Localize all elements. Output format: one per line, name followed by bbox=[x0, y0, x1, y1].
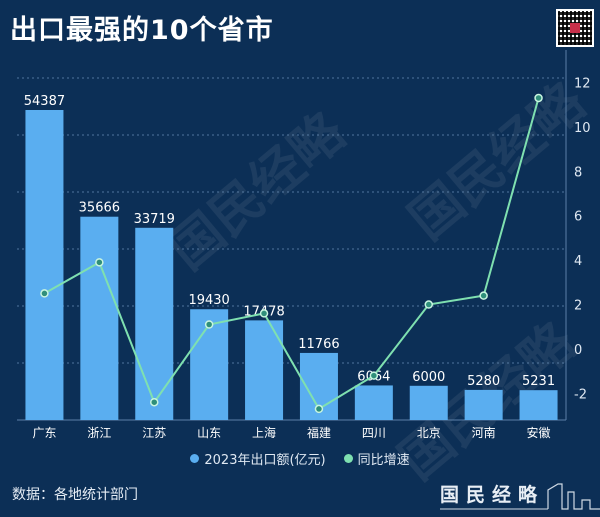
legend-line-swatch bbox=[343, 454, 353, 463]
bar-value-label: 54387 bbox=[24, 94, 65, 109]
growth-point bbox=[204, 320, 214, 329]
category-label: 安徽 bbox=[527, 425, 551, 440]
bar-value-label: 33719 bbox=[134, 212, 175, 227]
bar bbox=[25, 109, 64, 420]
legend-item-export[interactable]: 2023年出口额(亿元) bbox=[190, 449, 326, 468]
brand-logo: 国民经略 bbox=[440, 478, 600, 514]
right-axis-tick-label: 12 bbox=[574, 76, 591, 91]
growth-point bbox=[314, 404, 324, 414]
category-label: 广东 bbox=[32, 426, 56, 440]
legend: 2023年出口额(亿元) 同比增速 bbox=[0, 449, 600, 468]
building-icon bbox=[440, 483, 600, 510]
right-axis-tick-label: 0 bbox=[574, 343, 582, 358]
right-axis-tick-label: 6 bbox=[574, 210, 582, 225]
qr-code bbox=[556, 9, 594, 47]
bar-value-label: 5231 bbox=[522, 374, 555, 389]
chart: 12 10 8 6 4 2 0 -2 54387 广东 35666 浙江 33719 江苏 19430 山东 1… bbox=[17, 50, 591, 440]
growth-point bbox=[40, 289, 49, 298]
bar-value-label: 5280 bbox=[467, 374, 500, 389]
category-label: 北京 bbox=[417, 426, 441, 440]
data-source: 数据：各地统计部门 bbox=[12, 487, 138, 503]
bar bbox=[464, 389, 503, 420]
growth-point bbox=[369, 371, 379, 380]
bar bbox=[354, 385, 393, 420]
qr-logo-icon bbox=[570, 23, 580, 33]
growth-point bbox=[424, 300, 433, 309]
category-label: 四川 bbox=[362, 426, 386, 440]
right-axis-tick-label: 4 bbox=[574, 254, 582, 269]
bar bbox=[409, 385, 448, 420]
category-label: 江苏 bbox=[142, 426, 166, 440]
legend-label: 2023年出口额(亿元) bbox=[204, 453, 326, 468]
growth-point bbox=[534, 93, 543, 103]
category-label: 山东 bbox=[197, 426, 221, 440]
brand-logo-text: 国民经略 bbox=[440, 484, 545, 506]
growth-point bbox=[150, 397, 159, 407]
right-axis-tick-label: 8 bbox=[574, 165, 582, 180]
page-title: 出口最强的10个省市 bbox=[10, 15, 274, 46]
right-axis-tick-label: 2 bbox=[574, 299, 582, 314]
bar-value-label: 35666 bbox=[79, 201, 120, 216]
legend-bar-swatch bbox=[190, 454, 200, 463]
category-label: 福建 bbox=[307, 425, 331, 440]
bar bbox=[135, 227, 174, 420]
right-axis-tick-label: -2 bbox=[574, 387, 587, 402]
category-label: 上海 bbox=[252, 425, 276, 440]
growth-line bbox=[43, 97, 540, 411]
legend-label: 同比增速 bbox=[357, 453, 410, 468]
growth-point bbox=[259, 309, 269, 318]
bar-value-label: 19430 bbox=[188, 293, 229, 308]
bar bbox=[519, 390, 558, 420]
growth-point bbox=[95, 258, 104, 267]
bar-value-label: 11766 bbox=[298, 337, 339, 352]
growth-point bbox=[479, 291, 488, 300]
category-label: 河南 bbox=[472, 425, 496, 440]
legend-item-growth[interactable]: 同比增速 bbox=[343, 449, 410, 468]
right-axis-tick-label: 10 bbox=[574, 121, 591, 136]
bar-value-label: 6000 bbox=[412, 370, 445, 385]
category-label: 浙江 bbox=[87, 426, 111, 440]
bar bbox=[80, 216, 119, 420]
